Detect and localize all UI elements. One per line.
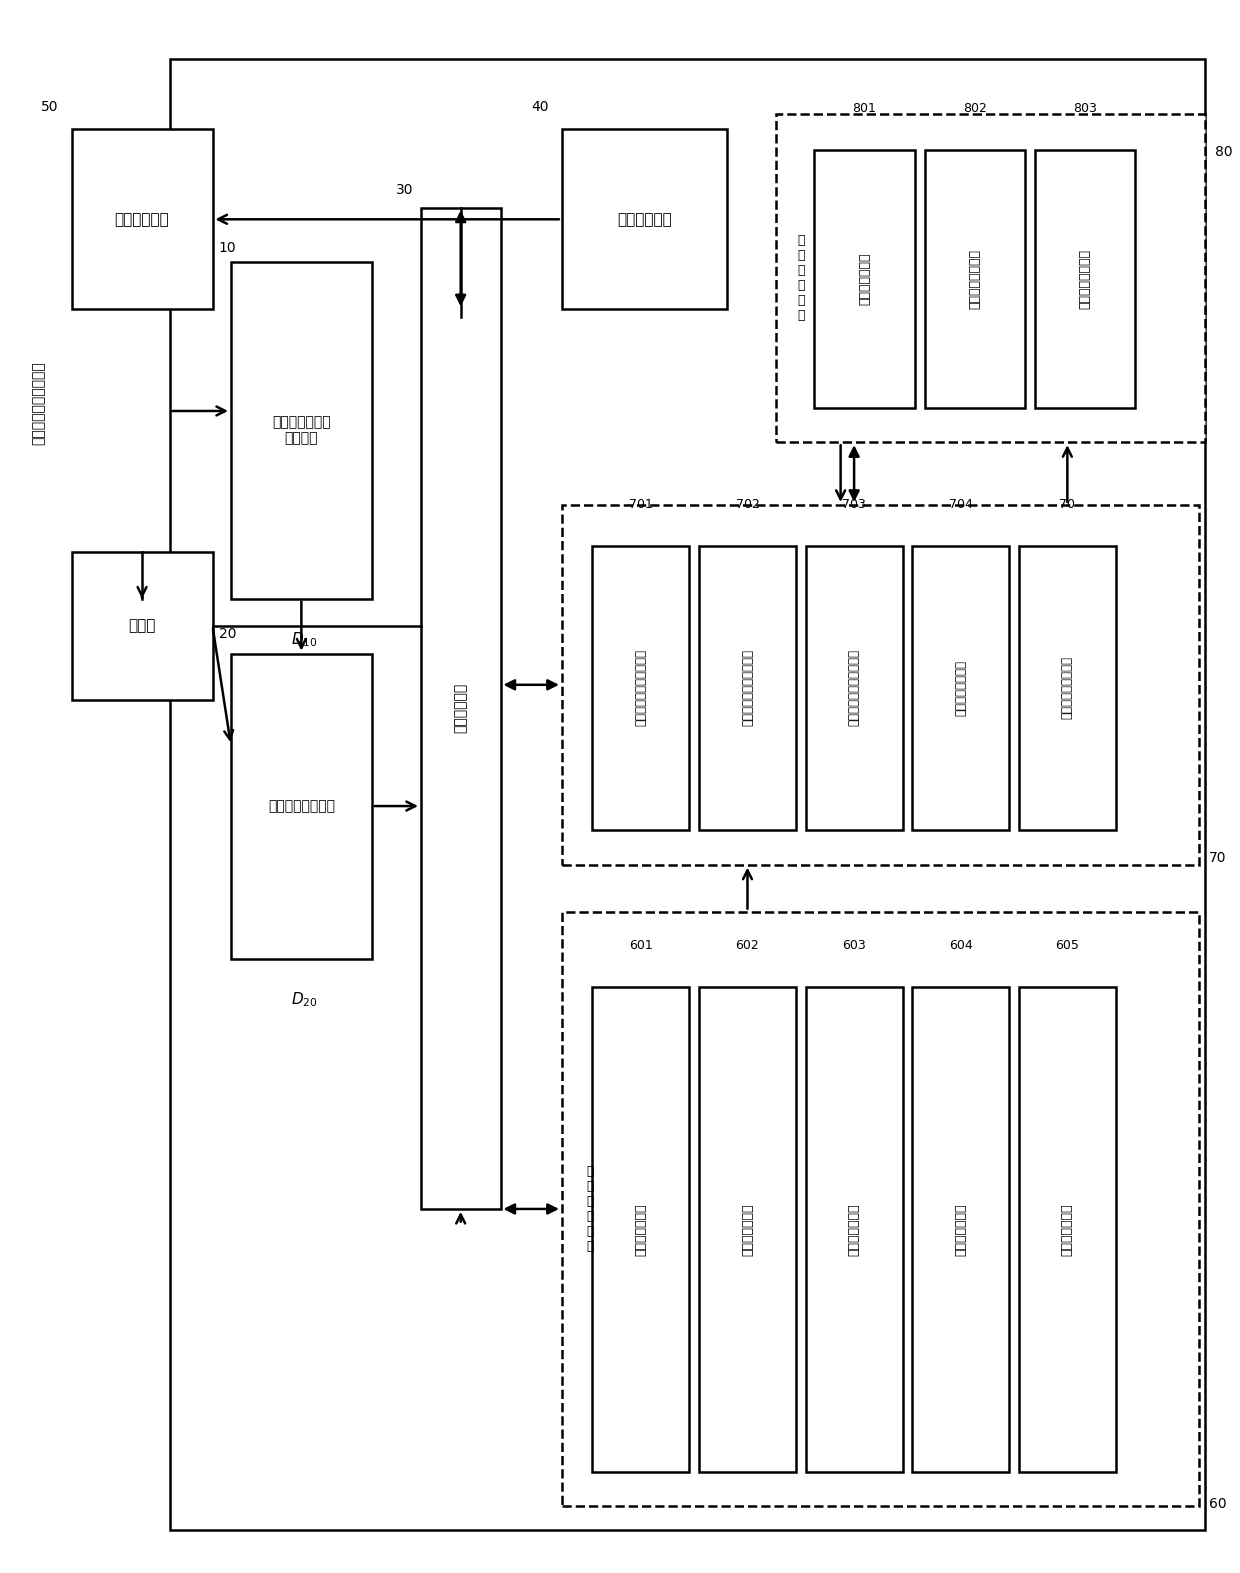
Text: 704: 704 bbox=[949, 499, 972, 511]
Text: $D_{20}$: $D_{20}$ bbox=[291, 989, 317, 1008]
FancyBboxPatch shape bbox=[593, 986, 689, 1472]
Text: 801: 801 bbox=[853, 102, 877, 115]
Text: 80: 80 bbox=[1215, 145, 1233, 159]
Text: 数据帧校验错误处理单元: 数据帧校验错误处理单元 bbox=[635, 650, 647, 727]
Text: 数据帧固化单元: 数据帧固化单元 bbox=[955, 1203, 967, 1255]
Text: 故障检测与处理模块: 故障检测与处理模块 bbox=[1061, 656, 1074, 719]
Text: 定时器: 定时器 bbox=[129, 618, 156, 634]
Text: 603: 603 bbox=[842, 939, 866, 952]
Text: 异步结团检测与处理单元: 异步结团检测与处理单元 bbox=[848, 650, 861, 727]
Text: 数据帧选择单元: 数据帧选择单元 bbox=[858, 253, 870, 305]
Text: 803: 803 bbox=[1073, 102, 1097, 115]
Text: 时
钟
修
正
模
块: 时 钟 修 正 模 块 bbox=[797, 234, 805, 322]
FancyBboxPatch shape bbox=[1019, 546, 1116, 831]
FancyBboxPatch shape bbox=[231, 653, 372, 958]
Text: 605: 605 bbox=[1055, 939, 1079, 952]
FancyBboxPatch shape bbox=[562, 129, 727, 310]
Text: 时钟修正执行单元: 时钟修正执行单元 bbox=[1079, 249, 1091, 308]
FancyBboxPatch shape bbox=[1019, 986, 1116, 1472]
FancyBboxPatch shape bbox=[699, 546, 796, 831]
Text: 601: 601 bbox=[629, 939, 652, 952]
Text: $D_{10}$: $D_{10}$ bbox=[291, 631, 317, 648]
Text: 701: 701 bbox=[629, 499, 652, 511]
Text: 60: 60 bbox=[1209, 1497, 1226, 1512]
FancyBboxPatch shape bbox=[699, 986, 796, 1472]
FancyBboxPatch shape bbox=[815, 149, 915, 407]
FancyBboxPatch shape bbox=[231, 263, 372, 599]
FancyBboxPatch shape bbox=[913, 546, 1009, 831]
FancyBboxPatch shape bbox=[72, 129, 212, 310]
Text: 同步拓扑生成模块: 同步拓扑生成模块 bbox=[268, 799, 335, 813]
Text: 数据帧生成单元: 数据帧生成单元 bbox=[635, 1203, 647, 1255]
Text: 节点及路由属性
配置模块: 节点及路由属性 配置模块 bbox=[272, 415, 331, 445]
Text: 30: 30 bbox=[397, 182, 414, 197]
FancyBboxPatch shape bbox=[593, 546, 689, 831]
Text: 70: 70 bbox=[1209, 851, 1226, 865]
Text: 软件异常处理单元: 软件异常处理单元 bbox=[955, 661, 967, 716]
Text: 状态管理模块: 状态管理模块 bbox=[454, 683, 467, 733]
Text: 10: 10 bbox=[218, 241, 237, 255]
FancyBboxPatch shape bbox=[776, 113, 1205, 442]
FancyBboxPatch shape bbox=[806, 546, 903, 831]
FancyBboxPatch shape bbox=[913, 986, 1009, 1472]
FancyBboxPatch shape bbox=[420, 208, 501, 1210]
Text: 802: 802 bbox=[963, 102, 987, 115]
Text: 602: 602 bbox=[735, 939, 759, 952]
Text: 50: 50 bbox=[41, 99, 58, 113]
Text: 20: 20 bbox=[218, 628, 236, 640]
Text: 703: 703 bbox=[842, 499, 866, 511]
Text: 时钟修正计算单元: 时钟修正计算单元 bbox=[968, 249, 981, 308]
FancyBboxPatch shape bbox=[806, 986, 903, 1472]
Text: 70: 70 bbox=[1059, 499, 1075, 511]
FancyBboxPatch shape bbox=[562, 505, 1199, 865]
Text: 同步结团检测与处理单元: 同步结团检测与处理单元 bbox=[742, 650, 754, 727]
Text: 以太网协议指令数据库: 以太网协议指令数据库 bbox=[31, 362, 45, 445]
Text: 数据帧压缩单元: 数据帧压缩单元 bbox=[1061, 1203, 1074, 1255]
Text: 数
据
处
理
模
块: 数 据 处 理 模 块 bbox=[587, 1166, 594, 1254]
FancyBboxPatch shape bbox=[170, 58, 1205, 1529]
Text: 状态转换模块: 状态转换模块 bbox=[618, 212, 672, 227]
Text: 结果输出模块: 结果输出模块 bbox=[114, 212, 170, 227]
Text: 40: 40 bbox=[531, 99, 548, 113]
FancyBboxPatch shape bbox=[925, 149, 1025, 407]
Text: 702: 702 bbox=[735, 499, 759, 511]
FancyBboxPatch shape bbox=[1035, 149, 1136, 407]
Text: 数据帧发送单元: 数据帧发送单元 bbox=[742, 1203, 754, 1255]
Text: 604: 604 bbox=[949, 939, 972, 952]
FancyBboxPatch shape bbox=[562, 912, 1199, 1507]
Text: 数据帧接收单元: 数据帧接收单元 bbox=[848, 1203, 861, 1255]
FancyBboxPatch shape bbox=[72, 552, 212, 700]
